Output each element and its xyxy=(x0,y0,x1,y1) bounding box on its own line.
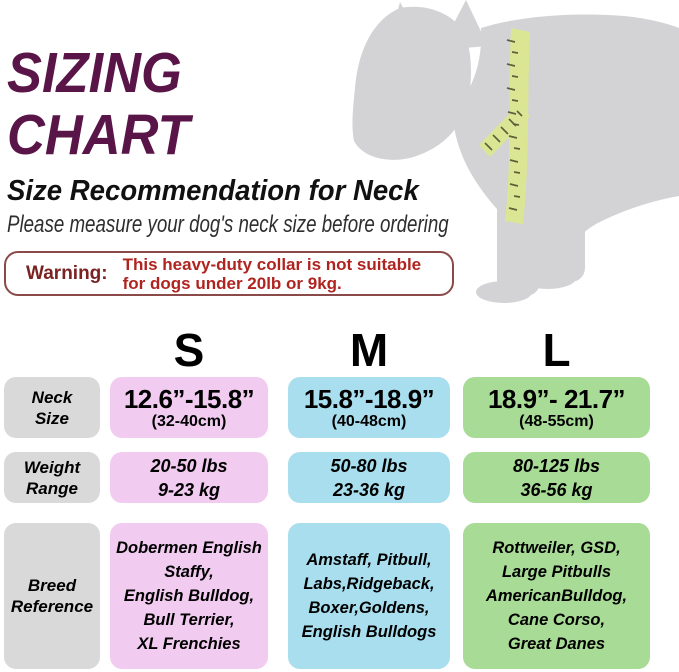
page-title: SIZING CHART xyxy=(7,42,190,166)
dog-silhouette xyxy=(352,0,679,303)
neck-cm-m: (40-48cm) xyxy=(331,412,407,430)
neck-cm-l: (48-55cm) xyxy=(519,412,594,430)
weight-cell-m: 50-80 lbs 23-36 kg xyxy=(288,452,450,503)
column-header-l: L xyxy=(542,324,571,376)
subtitle: Size Recommendation for Neck xyxy=(7,175,419,207)
row-header-breed-reference: Breed Reference xyxy=(4,523,100,669)
weight-cell-s: 20-50 lbs 9-23 kg xyxy=(110,452,268,503)
neck-size-cell-s: 12.6”-15.8” (32-40cm) xyxy=(110,377,268,438)
breed-cell-m: Amstaff, Pitbull, Labs,Ridgeback, Boxer,… xyxy=(288,523,450,669)
neck-cm-s: (32-40cm) xyxy=(151,412,227,430)
neck-size-cell-m: 15.8”-18.9” (40-48cm) xyxy=(288,377,450,438)
column-header-s: S xyxy=(173,324,205,376)
breed-cell-l: Rottweiler, GSD, Large Pitbulls American… xyxy=(463,523,650,669)
neck-inches-m: 15.8”-18.9” xyxy=(303,383,435,414)
neck-size-cell-l: 18.9”- 21.7” (48-55cm) xyxy=(463,377,650,438)
row-header-neck-size: Neck Size xyxy=(4,377,100,438)
title-line-2: CHART xyxy=(7,103,190,167)
neck-inches-l: 18.9”- 21.7” xyxy=(487,383,626,414)
row-header-weight-range: Weight Range xyxy=(4,452,100,503)
column-header-m: M xyxy=(349,324,389,376)
warning-box: Warning: This heavy-duty collar is not s… xyxy=(4,251,454,296)
warning-message: This heavy-duty collar is not suitable f… xyxy=(122,254,422,293)
weight-cell-l: 80-125 lbs 36-56 kg xyxy=(463,452,650,503)
warning-label: Warning: xyxy=(26,262,108,284)
breed-cell-s: Dobermen English Staffy, English Bulldog… xyxy=(110,523,268,669)
title-line-1: SIZING xyxy=(7,41,182,105)
neck-inches-s: 12.6”-15.8” xyxy=(123,383,255,414)
measuring-tape xyxy=(479,28,530,224)
measure-note: Please measure your dog's neck size befo… xyxy=(7,211,449,238)
